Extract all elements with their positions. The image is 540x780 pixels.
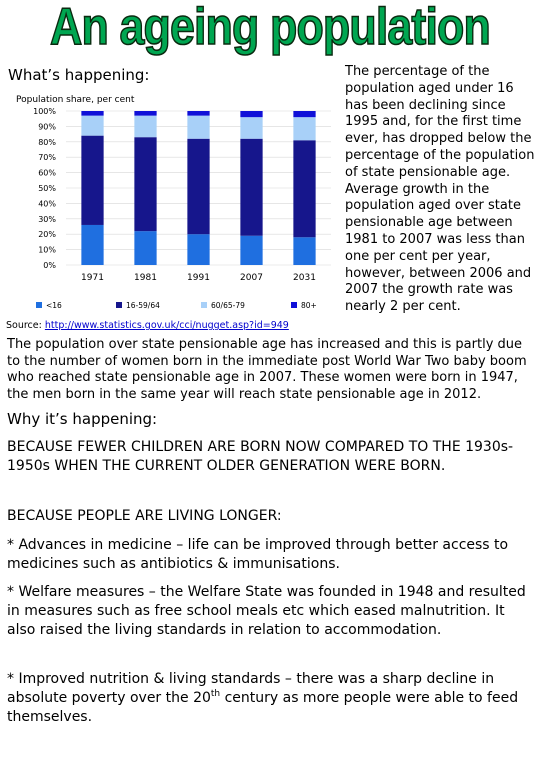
chart-bar-segment <box>134 115 157 138</box>
source-label: Source: <box>6 320 42 331</box>
chart-legend-swatch <box>201 302 207 308</box>
side-explanation-text: The percentage of the population aged un… <box>345 64 535 315</box>
chart-legend-label: 16-59/64 <box>126 301 160 310</box>
chart-bar-segment <box>81 135 104 225</box>
whats-happening-heading: What’s happening: <box>8 66 150 84</box>
chart-bar-segment <box>187 111 210 116</box>
chart-x-tick-label: 1971 <box>81 273 104 283</box>
bullet-nutrition: * Improved nutrition & living standards … <box>7 670 537 727</box>
chart-bar-segment <box>187 234 210 265</box>
chart-bar-segment <box>81 115 104 136</box>
chart-legend-label: 60/65-79 <box>211 301 245 310</box>
chart-bar-segment <box>187 138 210 235</box>
bullet-nutrition-text-b: century as more people were able to feed… <box>7 690 519 725</box>
chart-y-axis-label: Population share, per cent <box>16 95 135 105</box>
chart-y-tick-label: 70% <box>38 153 56 162</box>
chart-bar-segment <box>81 224 104 265</box>
bullet-nutrition-sup: th <box>210 689 221 699</box>
chart-y-tick-label: 30% <box>38 215 56 224</box>
because-living-longer: BECAUSE PEOPLE ARE LIVING LONGER: <box>7 508 282 524</box>
chart-y-tick-label: 20% <box>38 230 56 239</box>
chart-y-tick-label: 50% <box>38 184 56 193</box>
bullet-welfare: * Welfare measures – the Welfare State w… <box>7 584 526 638</box>
chart-bar-segment <box>293 117 316 141</box>
chart-y-tick-label: 80% <box>38 138 56 147</box>
chart-bar-segment <box>293 237 316 265</box>
population-chart: Population share, per cent 0% 10% 20% 30% 40… <box>16 95 331 310</box>
page-title: An ageing population <box>49 0 491 57</box>
chart-bar-segment <box>134 137 157 232</box>
chart-y-tick-label: 40% <box>38 199 56 208</box>
chart-y-tick-label: 60% <box>38 169 56 178</box>
chart-bar-segment <box>293 140 316 238</box>
chart-bar-segment <box>240 117 263 139</box>
chart-x-tick-label: 1981 <box>134 273 157 283</box>
why-heading: Why it’s happening: <box>7 410 158 428</box>
chart-y-tick-label: 10% <box>38 246 56 255</box>
source-line: Source: http://www.statistics.gov.uk/cci… <box>6 320 289 331</box>
chart-bar-segment <box>293 111 316 118</box>
chart-y-tick-label: 0% <box>43 261 56 270</box>
chart-legend-swatch <box>291 302 297 308</box>
chart-bar-segment <box>134 111 157 116</box>
chart-y-tick-label: 100% <box>33 107 56 116</box>
chart-bar-segment <box>187 115 210 139</box>
chart-bar-segment <box>240 111 263 118</box>
chart-bar-segment <box>81 111 104 116</box>
chart-legend-label: <16 <box>46 301 62 310</box>
chart-x-tick-label: 1991 <box>187 273 210 283</box>
bullet-medicine: * Advances in medicine – life can be imp… <box>7 537 509 572</box>
chart-legend-swatch <box>36 302 42 308</box>
chart-bar-segment <box>134 231 157 265</box>
chart-y-tick-label: 90% <box>38 122 56 131</box>
source-link[interactable]: http://www.statistics.gov.uk/cci/nugget.… <box>44 320 289 331</box>
chart-bar-segment <box>240 235 263 265</box>
chart-bar-segment <box>240 138 263 236</box>
bullet-nutrition-text-a: * Improved nutrition & living standards … <box>7 671 495 706</box>
chart-legend-label: 80+ <box>301 301 317 310</box>
because-fewer-children: BECAUSE FEWER CHILDREN ARE BORN NOW COMP… <box>7 439 514 474</box>
chart-x-tick-label: 2031 <box>293 273 316 283</box>
explanation-paragraph: The population over state pensionable ag… <box>7 337 527 402</box>
chart-x-tick-label: 2007 <box>240 273 263 283</box>
chart-legend-swatch <box>116 302 122 308</box>
